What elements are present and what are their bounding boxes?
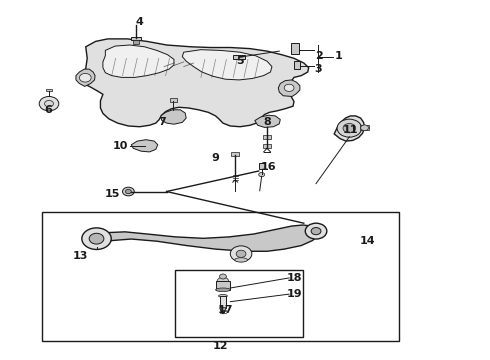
Circle shape (305, 223, 327, 239)
Text: 16: 16 (261, 162, 276, 172)
Text: 17: 17 (218, 305, 233, 315)
Bar (42, 212, 399, 341)
Text: 13: 13 (73, 251, 89, 261)
Circle shape (284, 84, 294, 91)
Circle shape (45, 100, 53, 107)
Text: 2: 2 (315, 51, 322, 61)
Circle shape (236, 250, 246, 257)
Text: 7: 7 (158, 117, 166, 127)
Circle shape (217, 277, 229, 286)
Bar (46, 89, 52, 91)
Text: 4: 4 (136, 17, 144, 27)
Circle shape (311, 228, 321, 235)
Circle shape (361, 125, 368, 131)
Circle shape (343, 123, 356, 133)
Text: 8: 8 (263, 117, 271, 127)
Bar (133, 40, 139, 44)
Bar (170, 98, 177, 102)
Bar (294, 61, 300, 69)
Circle shape (220, 274, 226, 279)
Text: 19: 19 (286, 289, 302, 299)
Bar (360, 125, 369, 130)
Text: 15: 15 (105, 189, 121, 199)
Circle shape (125, 189, 131, 194)
Text: 5: 5 (236, 56, 244, 66)
Bar (233, 55, 245, 59)
Circle shape (230, 246, 252, 262)
Bar (131, 37, 141, 40)
Bar (291, 43, 299, 54)
Ellipse shape (219, 294, 227, 297)
Polygon shape (82, 39, 309, 127)
Circle shape (337, 119, 362, 137)
Bar (220, 296, 226, 308)
Text: 10: 10 (112, 141, 128, 151)
Bar (175, 270, 303, 337)
Text: 3: 3 (315, 64, 322, 74)
Circle shape (259, 172, 265, 177)
Bar (259, 163, 265, 169)
Circle shape (82, 228, 111, 249)
Text: 6: 6 (44, 105, 52, 115)
Text: 9: 9 (212, 153, 220, 163)
Circle shape (89, 233, 104, 244)
Bar (231, 152, 239, 156)
Text: 1: 1 (334, 51, 342, 61)
Polygon shape (103, 45, 174, 77)
Polygon shape (76, 69, 95, 86)
Polygon shape (131, 140, 158, 152)
Text: 11: 11 (343, 125, 358, 135)
Text: 18: 18 (286, 273, 302, 283)
Bar (216, 281, 230, 290)
Text: 12: 12 (213, 341, 228, 351)
Ellipse shape (235, 258, 247, 262)
Bar (263, 144, 271, 148)
Text: 14: 14 (360, 236, 375, 246)
Polygon shape (220, 308, 226, 314)
Polygon shape (182, 50, 272, 80)
Circle shape (39, 96, 59, 111)
Circle shape (122, 187, 134, 196)
Polygon shape (334, 116, 365, 141)
Polygon shape (278, 80, 300, 96)
Polygon shape (96, 225, 318, 251)
Polygon shape (161, 110, 186, 124)
Circle shape (79, 73, 91, 82)
Ellipse shape (216, 288, 230, 292)
Bar (263, 135, 271, 139)
Polygon shape (255, 115, 280, 127)
